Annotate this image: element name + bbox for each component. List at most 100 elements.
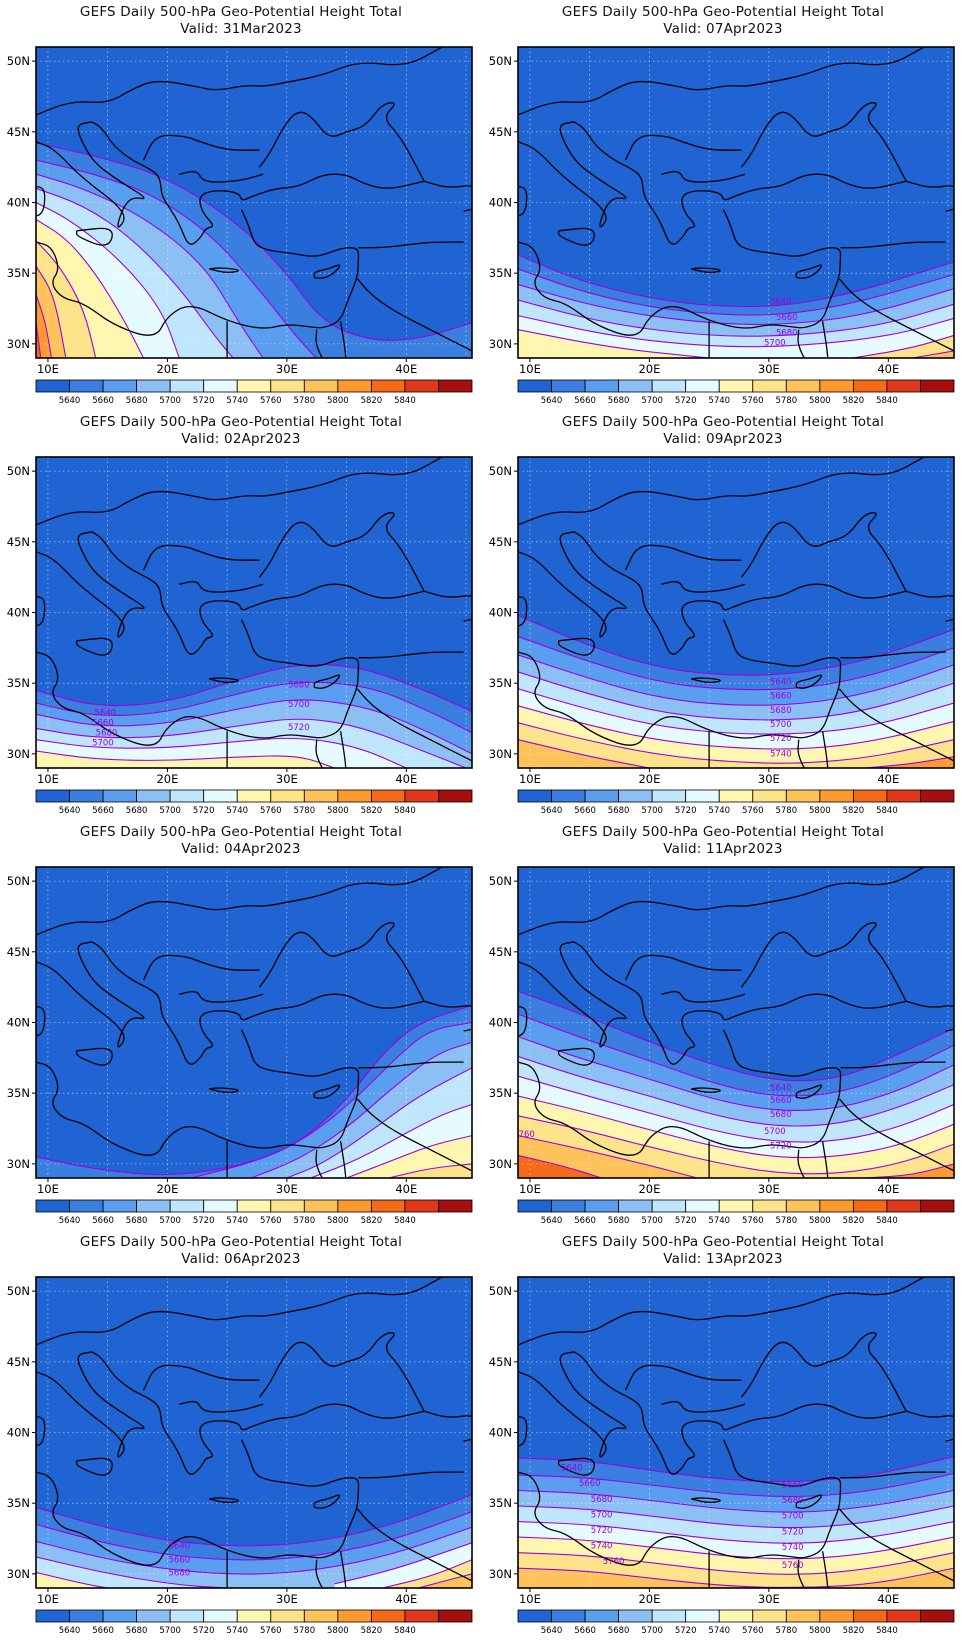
panel-title: GEFS Daily 500-hPa Geo-Potential Height …: [561, 4, 885, 20]
map-panel-31Mar2023: GEFS Daily 500-hPa Geo-Potential Height …: [0, 0, 482, 410]
coastline: [838, 278, 954, 352]
lat-label: 30N: [7, 747, 30, 761]
coastline: [356, 1508, 472, 1582]
coastline: [740, 102, 907, 182]
coastline: [356, 1098, 472, 1172]
lon-label: 20E: [638, 1592, 660, 1606]
colorbar-label: 5700: [159, 1216, 181, 1226]
colorbar-swatch: [35, 1609, 70, 1623]
colorbar-swatch: [785, 1199, 821, 1213]
contour-line: [518, 315, 954, 348]
colorbar-label: 5680: [126, 396, 148, 406]
colorbar-swatch: [102, 379, 138, 393]
colorbar-label: 5800: [327, 396, 349, 406]
colorbar-swatch: [303, 1199, 339, 1213]
contour-line: [36, 681, 472, 734]
colorbar-label: 5780: [775, 806, 797, 816]
colorbar-swatch: [718, 1609, 754, 1623]
colorbar-swatch: [102, 789, 138, 803]
lat-label: 45N: [489, 125, 512, 139]
coastline: [953, 611, 954, 613]
colorbar-label: 5820: [361, 396, 383, 406]
colorbar-swatch: [35, 789, 70, 803]
contour-line: [518, 1489, 954, 1513]
coastline: [518, 121, 627, 228]
colorbar-label: 5780: [775, 1216, 797, 1226]
colorbar-swatch: [551, 789, 586, 803]
colorbar-swatch: [438, 789, 473, 803]
contour-line: [518, 705, 954, 750]
colorbar-swatch: [404, 789, 439, 803]
lon-label: 30E: [276, 1182, 298, 1196]
coastline: [518, 1351, 627, 1458]
contour-line: [36, 718, 467, 768]
height-band: [864, 1163, 954, 1178]
contour-line: [518, 329, 710, 358]
contour-line: [310, 1103, 472, 1178]
colorbar-label: 5700: [159, 396, 181, 406]
lon-label: 20E: [156, 362, 178, 376]
colorbar-label: 5780: [293, 396, 315, 406]
lat-label: 45N: [489, 1355, 512, 1369]
coastline: [573, 1351, 907, 1475]
colorbar-label: 5640: [541, 806, 563, 816]
coastline: [313, 1084, 341, 1099]
contour-line: [518, 1135, 698, 1178]
colorbar-swatch: [337, 789, 372, 803]
contour-line: [518, 1036, 954, 1111]
contour-line: [518, 299, 954, 337]
colorbar-label: 5640: [541, 396, 563, 406]
colorbar-swatch: [718, 1199, 754, 1213]
contour-line: [518, 688, 954, 735]
panel-title: GEFS Daily 500-hPa Geo-Potential Height …: [561, 414, 885, 430]
colorbar-swatch: [303, 1609, 339, 1623]
contour-line: [36, 159, 317, 358]
colorbar-label: 5800: [809, 1626, 831, 1636]
height-band: [912, 350, 954, 358]
coastline: [358, 1471, 464, 1479]
colorbar-label: 5660: [574, 396, 596, 406]
colorbar-swatch: [685, 1199, 720, 1213]
coastline: [518, 867, 925, 936]
colorbar-swatch: [35, 1199, 70, 1213]
contour-line: [334, 1542, 472, 1585]
coastline: [209, 677, 239, 684]
colorbar-label: 5700: [641, 1626, 663, 1636]
colorbar-swatch: [886, 379, 921, 393]
height-band: [36, 322, 41, 358]
colorbar-label: 5820: [361, 1216, 383, 1226]
contour-label: 5700: [591, 1510, 613, 1520]
coastline: [91, 531, 425, 655]
lat-label: 40N: [489, 196, 512, 210]
lat-label: 40N: [489, 1426, 512, 1440]
colorbar-swatch: [651, 1199, 687, 1213]
geopotential-map: 564056605680570056805700572050N45N40N35N…: [7, 456, 473, 816]
colorbar-swatch: [651, 789, 687, 803]
colorbar-swatch: [69, 379, 104, 393]
lat-label: 35N: [7, 266, 30, 280]
colorbar-swatch: [886, 1609, 921, 1623]
colorbar-label: 5740: [226, 396, 248, 406]
lon-label: 30E: [276, 772, 298, 786]
lat-label: 35N: [489, 1086, 512, 1100]
colorbar-label: 5680: [126, 806, 148, 816]
colorbar-label: 5800: [809, 1216, 831, 1226]
panel-valid-date: Valid: 31Mar2023: [180, 21, 302, 37]
colorbar-swatch: [852, 789, 888, 803]
colorbar-label: 5660: [92, 1216, 114, 1226]
colorbar-swatch: [169, 1609, 205, 1623]
colorbar-swatch: [685, 789, 720, 803]
coastline: [75, 1047, 113, 1066]
colorbar-swatch: [169, 379, 205, 393]
coastline: [691, 1497, 721, 1504]
colorbar-label: 5640: [59, 396, 81, 406]
colorbar-label: 5700: [159, 806, 181, 816]
lon-label: 20E: [156, 1182, 178, 1196]
contour-line: [36, 750, 335, 768]
height-band: [388, 1163, 472, 1178]
colorbar-label: 5660: [92, 806, 114, 816]
coastline: [36, 209, 360, 336]
contour-label: 5660: [169, 1556, 191, 1566]
coastline: [142, 954, 260, 981]
contour-label: 5660: [579, 1479, 601, 1489]
